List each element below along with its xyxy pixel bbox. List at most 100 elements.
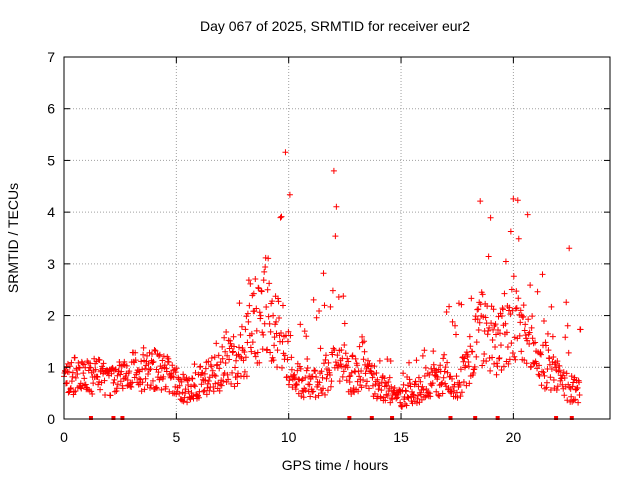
x-tick-label: 15	[393, 429, 409, 445]
data-point	[260, 277, 267, 284]
data-point	[335, 293, 342, 300]
data-point	[291, 375, 298, 382]
data-point	[404, 394, 411, 401]
data-point	[318, 368, 325, 375]
data-point	[189, 375, 196, 382]
data-point	[376, 357, 383, 364]
data-point	[203, 391, 210, 398]
data-point	[447, 373, 454, 380]
data-point	[341, 320, 348, 327]
data-point	[176, 390, 183, 397]
zero-marker	[347, 416, 352, 420]
data-point	[313, 373, 320, 380]
data-point	[386, 374, 393, 381]
data-point	[145, 370, 152, 377]
data-point	[494, 363, 501, 370]
data-point	[397, 399, 404, 406]
data-point	[148, 350, 155, 357]
data-point	[406, 359, 413, 366]
data-point	[111, 376, 118, 383]
data-point	[576, 391, 583, 398]
data-point	[563, 299, 570, 306]
data-point	[349, 352, 356, 359]
data-point	[560, 369, 567, 376]
data-point	[403, 402, 410, 409]
data-point	[146, 366, 153, 373]
zero-marker	[495, 416, 500, 420]
data-point	[436, 392, 443, 399]
data-point	[200, 388, 207, 395]
data-point	[281, 352, 288, 359]
data-point	[561, 374, 568, 381]
data-point	[524, 337, 531, 344]
data-point	[297, 321, 304, 328]
data-point	[287, 332, 294, 339]
data-point	[528, 363, 535, 370]
data-point	[490, 306, 497, 313]
data-point	[217, 359, 224, 366]
data-point	[442, 364, 449, 371]
data-point	[205, 358, 212, 365]
y-tick-label: 4	[47, 204, 55, 220]
y-tick-label: 0	[47, 411, 55, 427]
data-point	[570, 379, 577, 386]
data-point	[474, 316, 481, 323]
data-point	[139, 379, 146, 386]
data-point	[142, 375, 149, 382]
data-point	[298, 377, 305, 384]
data-point	[90, 380, 97, 387]
data-point	[441, 368, 448, 375]
data-point	[493, 371, 500, 378]
data-point	[132, 357, 139, 364]
data-point	[251, 350, 258, 357]
data-point	[543, 379, 550, 386]
data-point	[184, 399, 191, 406]
data-point	[550, 377, 557, 384]
data-point	[265, 313, 272, 320]
data-point	[117, 371, 124, 378]
data-point	[74, 371, 81, 378]
data-point	[140, 351, 147, 358]
data-point	[442, 380, 449, 387]
data-point	[492, 321, 499, 328]
data-point	[538, 351, 545, 358]
data-point	[517, 319, 524, 326]
data-point	[100, 360, 107, 367]
data-point	[302, 374, 309, 381]
data-point	[499, 306, 506, 313]
data-point	[218, 382, 225, 389]
data-point	[170, 373, 177, 380]
data-point	[94, 374, 101, 381]
data-point	[336, 378, 343, 385]
data-point	[381, 375, 388, 382]
data-point	[365, 363, 372, 370]
data-point	[338, 347, 345, 354]
data-point	[95, 381, 102, 388]
data-point	[541, 385, 548, 392]
data-point	[265, 255, 272, 262]
data-point	[312, 368, 319, 375]
data-point	[169, 362, 176, 369]
data-point	[541, 372, 548, 379]
data-point	[222, 359, 229, 366]
data-point	[528, 324, 535, 331]
data-point	[444, 359, 451, 366]
data-point	[340, 368, 347, 375]
data-point	[124, 377, 131, 384]
data-point	[540, 317, 547, 324]
data-point	[325, 359, 332, 366]
data-point	[352, 355, 359, 362]
data-point	[228, 380, 235, 387]
data-point	[435, 392, 442, 399]
data-point	[542, 342, 549, 349]
data-point	[473, 339, 480, 346]
data-point	[473, 353, 480, 360]
data-point	[236, 300, 243, 307]
data-point	[279, 338, 286, 345]
data-point	[507, 311, 514, 318]
data-point	[243, 313, 250, 320]
data-point	[471, 363, 478, 370]
data-point	[293, 381, 300, 388]
data-point	[241, 349, 248, 356]
data-point	[465, 363, 472, 370]
